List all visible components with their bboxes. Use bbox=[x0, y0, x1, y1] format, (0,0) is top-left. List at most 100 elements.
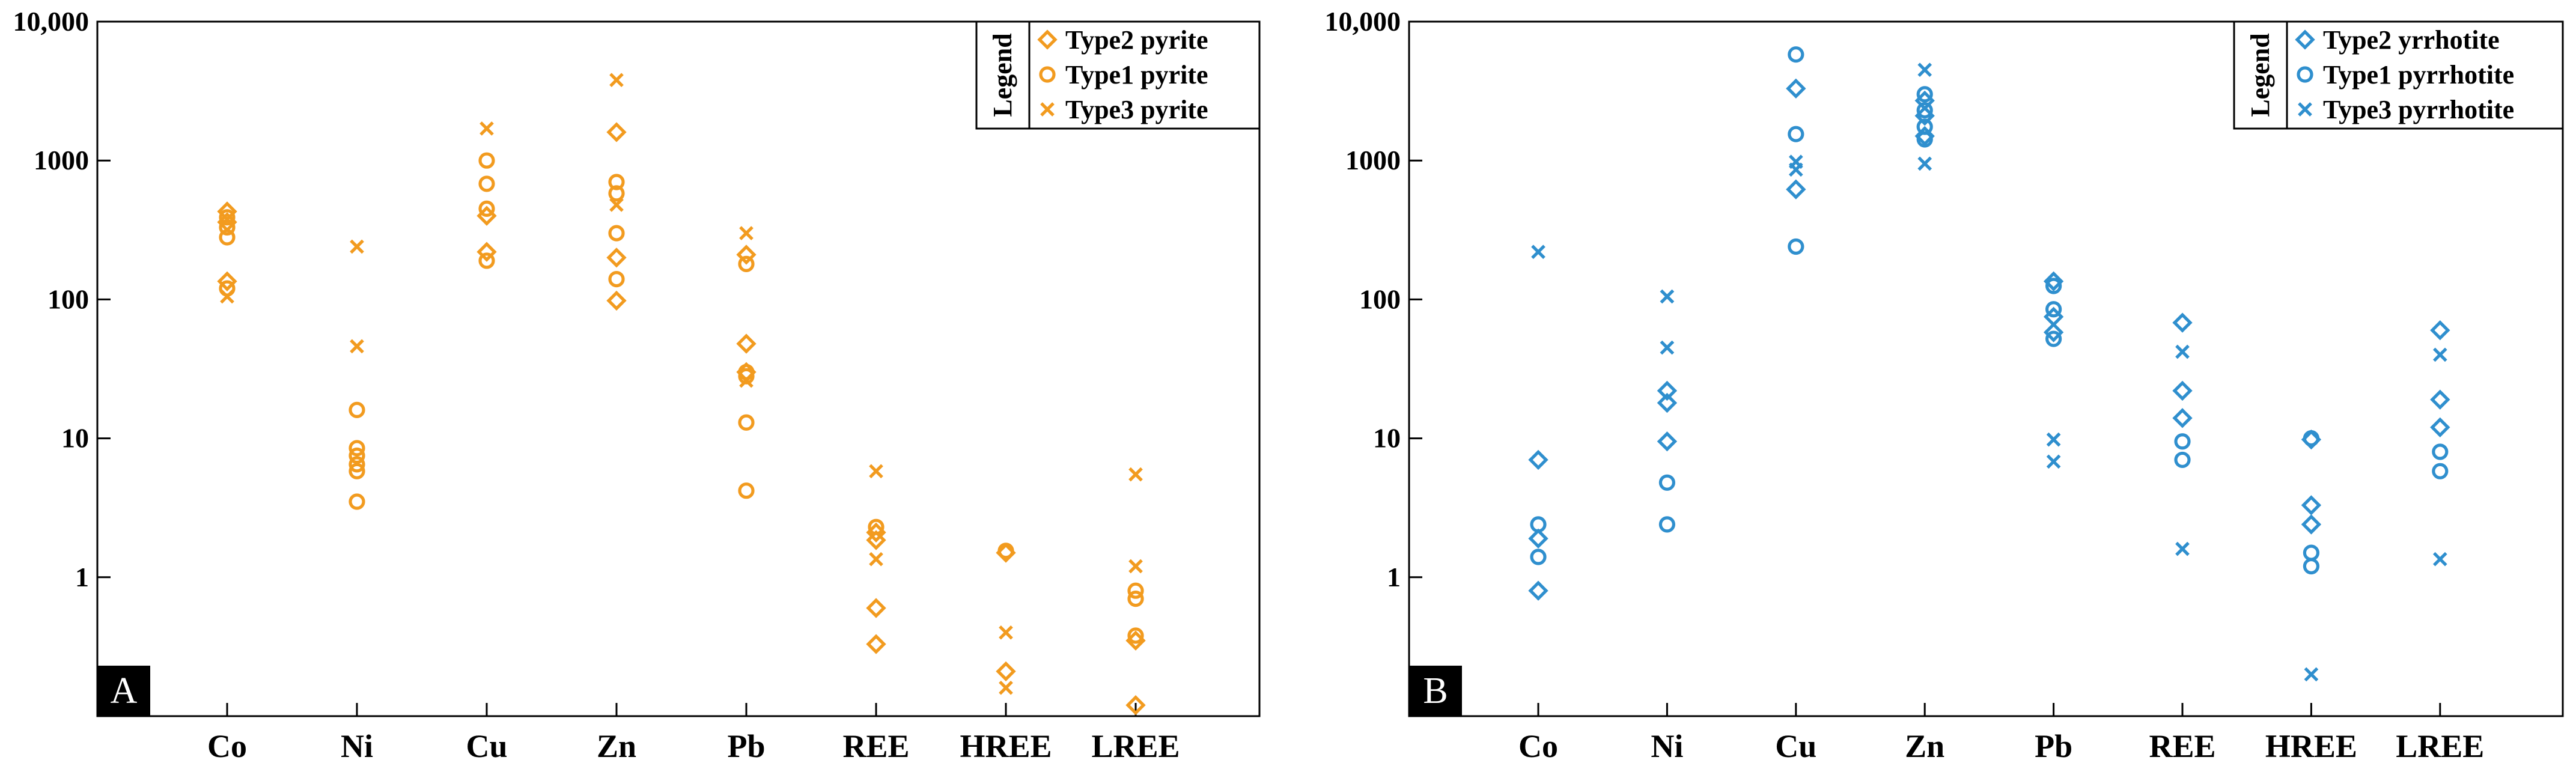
data-point-circle bbox=[2303, 430, 2319, 447]
data-point-x bbox=[739, 373, 754, 388]
data-point-diamond bbox=[2043, 322, 2064, 342]
legend-box bbox=[975, 20, 1261, 130]
data-point-x bbox=[869, 552, 883, 567]
x-tick-label: Zn bbox=[1905, 728, 1944, 763]
data-point-diamond bbox=[866, 598, 886, 618]
data-point-circle bbox=[608, 225, 625, 242]
data-point-circle bbox=[478, 152, 495, 169]
data-point-diamond bbox=[1657, 392, 1678, 413]
data-point-diamond bbox=[866, 634, 886, 654]
legend-title: Legend bbox=[988, 33, 1017, 117]
data-point-diamond bbox=[2301, 495, 2322, 515]
panel-label-box bbox=[97, 666, 150, 716]
legend-marker-x bbox=[1040, 102, 1055, 117]
legend-box bbox=[2233, 20, 2564, 130]
data-point-circle bbox=[738, 414, 755, 431]
series-circle bbox=[219, 152, 1144, 644]
data-point-circle bbox=[738, 482, 755, 499]
y-tick-label: 10 bbox=[1373, 423, 1401, 454]
x-tick-label: LREE bbox=[2396, 728, 2484, 763]
x-tick-label: LREE bbox=[1091, 728, 1180, 763]
data-point-x bbox=[480, 121, 494, 136]
y-tick-label: 1 bbox=[1387, 562, 1401, 592]
data-point-x bbox=[1128, 559, 1143, 574]
data-point-circle bbox=[608, 185, 625, 202]
data-point-diamond bbox=[2172, 408, 2193, 428]
data-point-x bbox=[2432, 347, 2447, 362]
legend-entry-label: Type2 pyrite bbox=[1065, 25, 1208, 55]
data-point-circle bbox=[868, 518, 885, 535]
series-x bbox=[220, 73, 1143, 695]
data-point-x bbox=[2046, 432, 2061, 447]
data-point-circle bbox=[1658, 474, 1675, 491]
data-point-diamond bbox=[2301, 514, 2322, 535]
data-point-circle bbox=[349, 440, 365, 457]
data-point-circle bbox=[478, 175, 495, 192]
data-point-x bbox=[1128, 467, 1143, 482]
chart-panel-a: 1 10 100 1000 10,000 Co Ni Cu Zn Pb REE HREE LREE A Le… bbox=[13, 6, 1261, 763]
data-point-x bbox=[2432, 552, 2447, 567]
data-point-circle bbox=[219, 209, 236, 226]
data-point-circle bbox=[738, 255, 755, 272]
data-point-diamond bbox=[996, 661, 1016, 682]
data-point-diamond bbox=[866, 530, 886, 550]
legend-entry-label: Type1 pyrrhotite bbox=[2323, 60, 2514, 90]
data-point-diamond bbox=[2430, 389, 2450, 410]
data-point-x bbox=[2046, 454, 2061, 469]
data-point-circle bbox=[1530, 516, 1547, 533]
legend-marker-diamond bbox=[1037, 29, 1058, 50]
data-point-circle bbox=[1788, 238, 1804, 255]
data-point-x bbox=[1531, 245, 1545, 260]
y-tick-label: 1 bbox=[75, 562, 89, 592]
data-point-diamond bbox=[1125, 695, 1146, 716]
data-point-x bbox=[350, 339, 364, 354]
data-point-circle bbox=[1916, 86, 1933, 103]
panel-label: A bbox=[111, 670, 138, 711]
data-point-x bbox=[739, 226, 754, 240]
data-point-x bbox=[1917, 156, 1932, 171]
data-point-circle bbox=[1530, 549, 1547, 565]
y-tick-label: 1000 bbox=[1345, 145, 1401, 175]
data-point-circle bbox=[2432, 443, 2449, 460]
series-x bbox=[1531, 62, 2447, 682]
data-point-diamond bbox=[606, 290, 627, 311]
x-tick-label: Co bbox=[1518, 728, 1558, 763]
y-tick-label: 10,000 bbox=[1325, 6, 1401, 37]
data-point-x bbox=[1660, 340, 1675, 355]
data-point-circle bbox=[219, 219, 236, 236]
x-tick-label: Ni bbox=[341, 728, 373, 763]
data-point-diamond bbox=[217, 271, 237, 291]
data-point-diamond bbox=[2172, 312, 2193, 333]
data-point-diamond bbox=[1657, 380, 1678, 401]
y-tick-label: 100 bbox=[47, 284, 89, 314]
data-point-circle bbox=[1788, 126, 1804, 142]
data-point-circle bbox=[1127, 591, 1144, 607]
chart-panel-b: 1 10 100 1000 10,000 Co Ni Cu Zn Pb REE HREE LREE B Le… bbox=[1325, 6, 2564, 763]
data-point-x bbox=[999, 625, 1013, 640]
data-point-circle bbox=[2303, 558, 2319, 575]
data-point-circle bbox=[2045, 330, 2062, 347]
data-point-circle bbox=[2303, 544, 2319, 561]
x-tick-label: Ni bbox=[1651, 728, 1683, 763]
y-tick-label: 100 bbox=[1359, 284, 1401, 314]
data-point-x bbox=[609, 73, 624, 87]
data-point-diamond bbox=[2430, 417, 2450, 437]
data-point-circle bbox=[349, 456, 365, 473]
data-point-diamond bbox=[606, 248, 627, 268]
data-point-circle bbox=[349, 463, 365, 479]
data-point-x bbox=[220, 289, 234, 304]
data-point-circle bbox=[2174, 433, 2191, 450]
legend: Legend Type2 pyrite Type1 pyrite Type3 pyri… bbox=[975, 20, 1261, 130]
y-tick-label: 1000 bbox=[34, 145, 89, 175]
data-point-circle bbox=[478, 252, 495, 269]
data-point-circle bbox=[1127, 582, 1144, 599]
data-point-diamond bbox=[2043, 271, 2064, 291]
panel-label-box bbox=[1409, 666, 1462, 716]
data-point-diamond bbox=[1657, 431, 1678, 452]
data-point-diamond bbox=[606, 122, 627, 142]
data-point-diamond bbox=[1528, 449, 1548, 470]
data-point-x bbox=[2175, 541, 2190, 556]
data-point-circle bbox=[2174, 451, 2191, 469]
x-tick-label: Cu bbox=[1775, 728, 1816, 763]
